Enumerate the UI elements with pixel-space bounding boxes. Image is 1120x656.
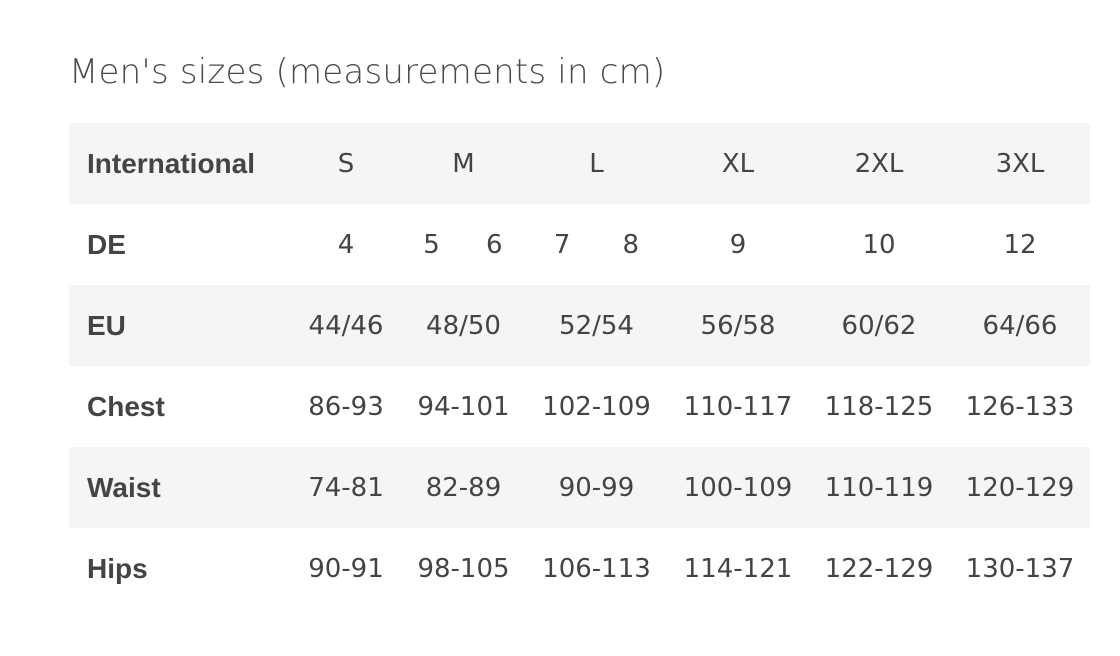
table-row-waist: Waist 74-81 82-89 90-99 100-109 110-119 120-12…: [69, 447, 1090, 528]
table-row-hips: Hips 90-91 98-105 106-113 114-121 122-129 130-…: [69, 528, 1090, 609]
table-cell: 9: [729, 229, 747, 260]
table-cell: 10: [862, 229, 896, 260]
table-cell: 82-89: [402, 447, 525, 528]
table-cell: 48/50: [402, 285, 525, 366]
table-cell: 126-133: [965, 391, 1075, 422]
table-row-eu: EU 44/46 48/50 52/54 56/58 60/62 64/66: [69, 285, 1090, 366]
table-cell: 118-125: [824, 391, 934, 422]
table-row-de: DE 4 5 6 7 8 9 10 12: [69, 204, 1090, 285]
table-cell: 3XL: [950, 123, 1090, 204]
table-cell: 102-109: [542, 391, 651, 422]
table-cell-value: 5: [423, 229, 440, 260]
table-cell: 90-99: [525, 447, 668, 528]
table-cell: 94-101: [417, 391, 510, 422]
row-label: International: [69, 123, 290, 204]
table-cell: 12: [1003, 229, 1037, 260]
table-cell-value: 7: [553, 229, 571, 260]
table-cell: L: [525, 123, 668, 204]
row-label: EU: [69, 285, 290, 366]
table-cell: 122-129: [824, 553, 934, 584]
table-cell: 114-121: [683, 553, 793, 584]
size-table: International S M L XL 2XL 3XL DE 4 5 6 7 8 9 10 12 EU 44…: [69, 123, 1090, 609]
table-cell: 52/54: [525, 285, 668, 366]
row-label: Hips: [87, 552, 148, 584]
table-cell: 60/62: [808, 285, 950, 366]
table-cell: XL: [668, 123, 808, 204]
table-cell-value: 6: [485, 229, 503, 260]
table-cell: 106-113: [542, 553, 651, 584]
page-title: Men's sizes (measurements in cm): [69, 52, 666, 92]
table-cell: 110-119: [808, 447, 950, 528]
table-cell: 4: [337, 229, 355, 260]
row-label: Chest: [87, 390, 165, 422]
table-cell: 74-81: [290, 447, 402, 528]
table-cell: 56/58: [668, 285, 808, 366]
table-cell-value: 8: [622, 229, 640, 260]
table-cell: 2XL: [808, 123, 950, 204]
table-cell: 64/66: [950, 285, 1090, 366]
table-cell: 98-105: [417, 553, 510, 584]
table-row-international: International S M L XL 2XL 3XL: [69, 123, 1090, 204]
table-cell: 44/46: [290, 285, 402, 366]
table-cell: 100-109: [668, 447, 808, 528]
row-label: DE: [87, 228, 126, 260]
table-cell: 90-91: [308, 553, 384, 584]
table-cell: M: [402, 123, 525, 204]
table-cell: 86-93: [308, 391, 384, 422]
table-cell: 110-117: [683, 391, 793, 422]
table-cell: 120-129: [950, 447, 1090, 528]
table-cell: 130-137: [965, 553, 1075, 584]
table-cell: S: [290, 123, 402, 204]
table-row-chest: Chest 86-93 94-101 102-109 110-117 118-125 126…: [69, 366, 1090, 447]
row-label: Waist: [69, 447, 290, 528]
